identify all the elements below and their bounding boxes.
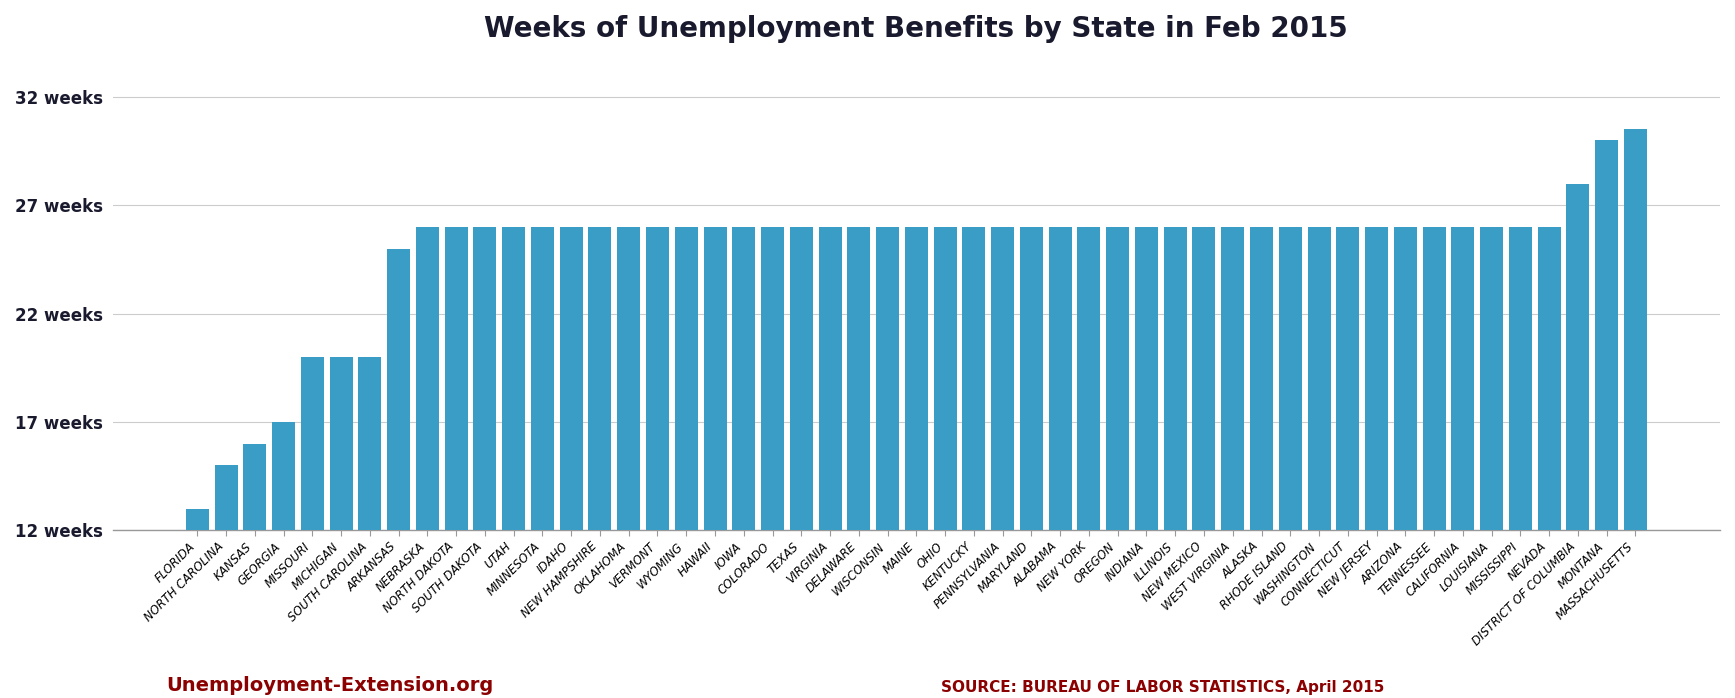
Bar xyxy=(1249,227,1273,530)
Bar xyxy=(186,509,208,530)
Bar xyxy=(1624,130,1647,530)
Bar xyxy=(1509,227,1532,530)
Bar xyxy=(387,248,409,530)
Bar xyxy=(416,227,439,530)
Bar xyxy=(762,227,784,530)
Bar xyxy=(215,466,238,530)
Bar xyxy=(560,227,583,530)
Bar xyxy=(645,227,670,530)
Bar xyxy=(789,227,812,530)
Bar xyxy=(1077,227,1100,530)
Bar xyxy=(618,227,640,530)
Bar xyxy=(732,227,755,530)
Bar xyxy=(933,227,956,530)
Bar xyxy=(1020,227,1043,530)
Bar xyxy=(1221,227,1244,530)
Bar xyxy=(588,227,611,530)
Bar xyxy=(300,357,324,530)
Bar xyxy=(963,227,985,530)
Bar xyxy=(819,227,841,530)
Text: SOURCE: BUREAU OF LABOR STATISTICS, April 2015: SOURCE: BUREAU OF LABOR STATISTICS, Apri… xyxy=(940,680,1385,695)
Bar xyxy=(272,422,295,530)
Bar xyxy=(1537,227,1562,530)
Title: Weeks of Unemployment Benefits by State in Feb 2015: Weeks of Unemployment Benefits by State … xyxy=(484,15,1348,43)
Bar xyxy=(1279,227,1301,530)
Bar xyxy=(531,227,553,530)
Bar xyxy=(1393,227,1417,530)
Bar xyxy=(1365,227,1388,530)
Bar xyxy=(1480,227,1503,530)
Bar xyxy=(359,357,382,530)
Bar xyxy=(1192,227,1216,530)
Bar xyxy=(474,227,496,530)
Bar xyxy=(1594,140,1619,530)
Bar xyxy=(1135,227,1157,530)
Text: Unemployment-Extension.org: Unemployment-Extension.org xyxy=(167,676,493,695)
Bar xyxy=(1107,227,1129,530)
Bar xyxy=(703,227,727,530)
Bar xyxy=(1308,227,1331,530)
Bar xyxy=(847,227,871,530)
Bar xyxy=(501,227,526,530)
Bar xyxy=(330,357,352,530)
Bar xyxy=(1336,227,1359,530)
Bar xyxy=(1452,227,1475,530)
Bar xyxy=(1567,184,1589,530)
Bar xyxy=(1048,227,1072,530)
Bar xyxy=(243,444,265,530)
Bar xyxy=(1423,227,1445,530)
Bar xyxy=(675,227,697,530)
Bar xyxy=(906,227,928,530)
Bar xyxy=(1164,227,1187,530)
Bar xyxy=(991,227,1015,530)
Bar xyxy=(876,227,899,530)
Bar xyxy=(444,227,468,530)
